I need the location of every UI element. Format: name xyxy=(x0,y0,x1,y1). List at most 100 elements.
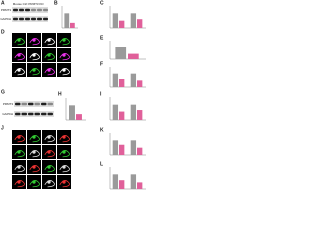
blot-band xyxy=(28,102,34,106)
bar xyxy=(76,114,82,120)
cell-signal xyxy=(14,165,25,173)
cell-body xyxy=(62,165,66,169)
blot-band xyxy=(28,112,34,116)
bar xyxy=(130,13,137,28)
blot-row-label: GAPDH xyxy=(0,17,11,21)
cell-body xyxy=(62,135,66,139)
bar xyxy=(137,80,143,87)
cell-signal xyxy=(59,68,70,76)
cell-signal xyxy=(59,165,70,173)
cell-body xyxy=(62,150,66,154)
blot-band xyxy=(34,112,40,116)
bar xyxy=(70,22,75,28)
panel-letter: D xyxy=(1,29,5,35)
cell-signal xyxy=(14,180,25,188)
panel-letter: H xyxy=(58,91,62,97)
cell-body xyxy=(32,165,36,169)
cell-body xyxy=(17,180,21,184)
bar xyxy=(119,180,125,189)
cell-signal xyxy=(59,180,70,188)
bar xyxy=(119,144,125,155)
cell-signal xyxy=(29,135,40,143)
blot-band xyxy=(19,8,24,12)
cell-body xyxy=(17,150,21,154)
blot-row-label: GAPDH xyxy=(2,112,13,116)
cell-body xyxy=(62,53,66,57)
cell-signal xyxy=(29,38,40,46)
blot-band xyxy=(43,17,48,21)
blot-column-label: PRMT3 KD xyxy=(28,2,44,6)
cell-body xyxy=(32,180,36,184)
cell-signal xyxy=(44,180,55,188)
cell-signal xyxy=(14,38,25,46)
panel-letter: B xyxy=(54,0,58,6)
bar xyxy=(119,79,125,87)
cell-body xyxy=(17,135,21,139)
blot-strip xyxy=(14,101,54,107)
cell-signal xyxy=(44,38,55,46)
cell-body xyxy=(17,165,21,169)
blot-band xyxy=(34,102,40,106)
cell-body xyxy=(32,38,36,42)
bar xyxy=(130,73,137,87)
blot-band xyxy=(47,102,53,106)
blot-band xyxy=(15,102,21,106)
panel-letter: A xyxy=(1,0,5,6)
cell-signal xyxy=(44,68,55,76)
bar xyxy=(128,53,139,59)
panel-letter: E xyxy=(100,35,104,41)
cell-signal xyxy=(14,53,25,61)
cell-body xyxy=(32,150,36,154)
bar xyxy=(130,104,137,120)
cell-body xyxy=(47,180,51,184)
blot-band xyxy=(41,102,47,106)
panel-letter: J xyxy=(1,125,4,131)
cell-signal xyxy=(59,150,70,158)
blot-column-label: Mouse Ctrl xyxy=(13,2,28,6)
cell-signal xyxy=(14,68,25,76)
blot-band xyxy=(31,17,36,21)
cell-signal xyxy=(14,135,25,143)
cell-signal xyxy=(44,165,55,173)
cell-signal xyxy=(14,150,25,158)
blot-band xyxy=(25,8,30,12)
cell-body xyxy=(62,38,66,42)
blot-band xyxy=(37,8,42,12)
cell-body xyxy=(47,135,51,139)
bar xyxy=(112,174,119,189)
blot-band xyxy=(43,8,48,12)
cell-signal xyxy=(44,150,55,158)
blot-band xyxy=(13,8,18,12)
bar xyxy=(137,182,143,189)
blot-band xyxy=(21,112,27,116)
bar xyxy=(69,105,75,120)
panel-letter: L xyxy=(100,161,103,167)
cell-body xyxy=(47,68,51,72)
cell-body xyxy=(32,135,36,139)
panel-letter: G xyxy=(1,89,5,95)
blot-band xyxy=(13,17,18,21)
bar xyxy=(112,73,119,87)
blot-band xyxy=(47,112,53,116)
bar xyxy=(119,20,125,28)
blot-row-label: PRMT3 xyxy=(1,8,11,12)
blot-band xyxy=(37,17,42,21)
cell-signal xyxy=(29,150,40,158)
blot-band xyxy=(21,102,27,106)
cell-body xyxy=(17,38,21,42)
cell-body xyxy=(47,38,51,42)
blot-row-label: PRMT3 xyxy=(3,102,13,106)
cell-body xyxy=(62,180,66,184)
cell-body xyxy=(32,68,36,72)
panel-letter: F xyxy=(100,61,103,67)
bar xyxy=(130,140,137,155)
bar xyxy=(115,47,127,59)
cell-signal xyxy=(59,53,70,61)
bar xyxy=(137,19,143,28)
figure: A B C D E F G H I J K L Mouse Ctrl PRMT3 KD PRMT3 GAPDH… xyxy=(0,0,146,190)
blot-band xyxy=(25,17,30,21)
cell-signal xyxy=(44,135,55,143)
panel-letter: K xyxy=(100,127,104,133)
cell-signal xyxy=(59,38,70,46)
panel-letter: C xyxy=(100,0,104,6)
